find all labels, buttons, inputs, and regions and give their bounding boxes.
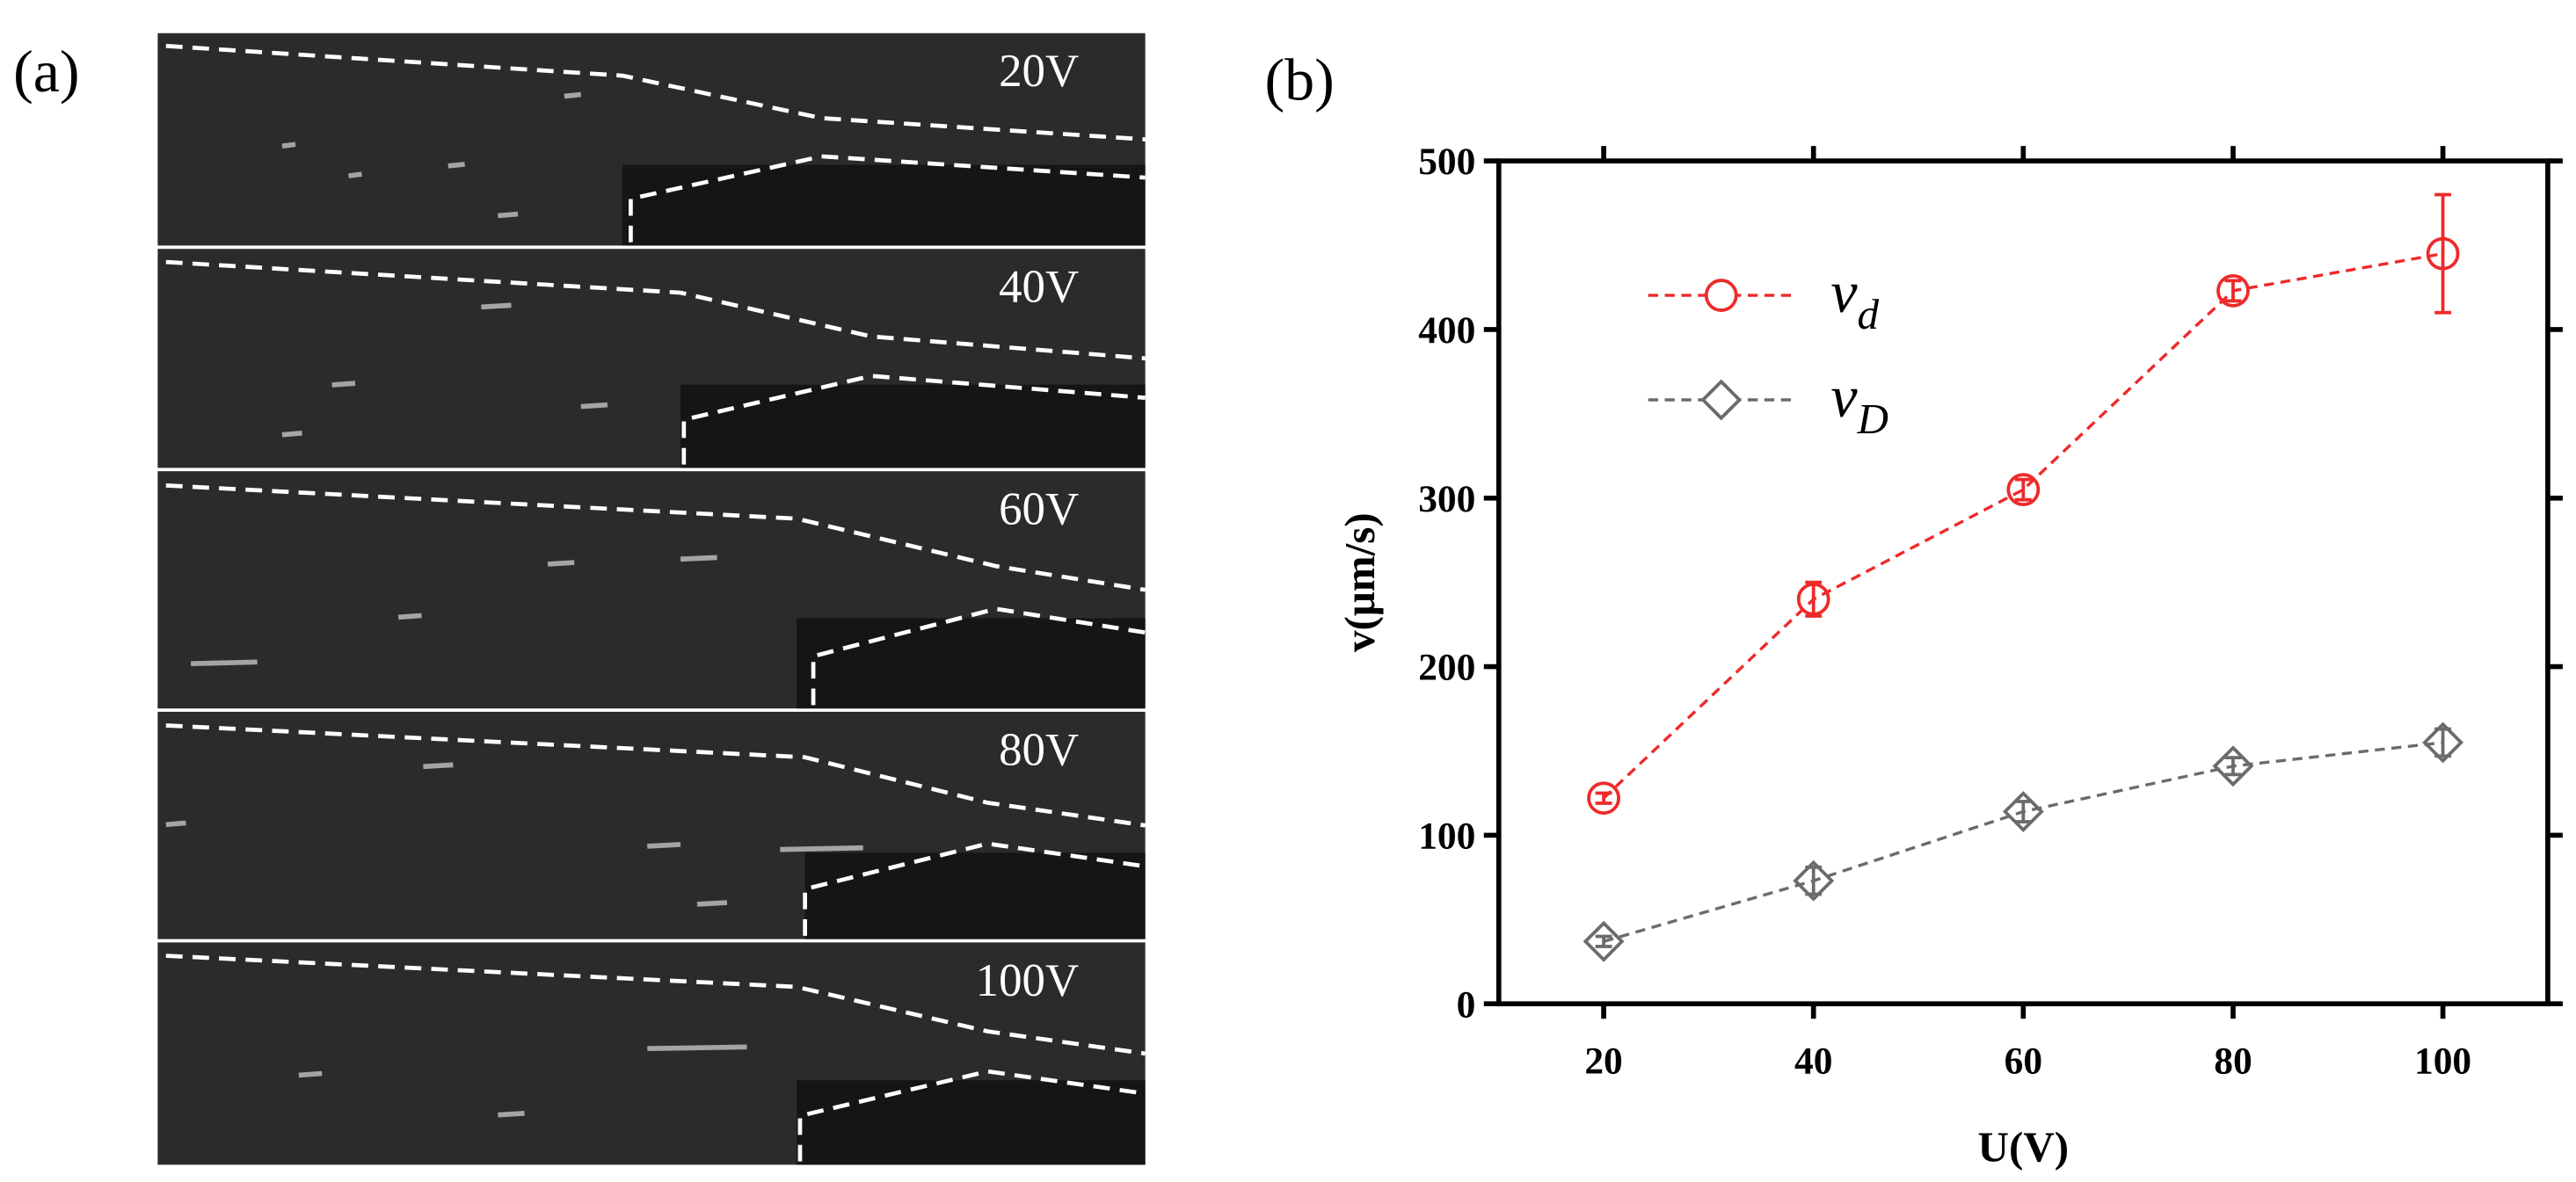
image-label: 100V xyxy=(976,955,1079,1006)
x-tick-label: 40 xyxy=(1794,1041,1832,1083)
channel-wall xyxy=(811,606,1146,706)
x-axis-label: U(V) xyxy=(1978,1123,2070,1171)
image-label: 80V xyxy=(999,724,1079,775)
marker xyxy=(2006,473,2041,507)
channel-wall xyxy=(629,154,1146,243)
particle-streak xyxy=(281,430,302,438)
legend-name: v xyxy=(1830,258,1858,325)
particle-streak xyxy=(481,302,512,310)
channel-wall xyxy=(165,483,1146,592)
channel-wall xyxy=(165,259,1146,361)
error-bar xyxy=(1805,865,1823,896)
error-bar xyxy=(2014,477,2032,502)
particle-streak xyxy=(498,1111,525,1118)
y-tick-label: 100 xyxy=(1418,816,1475,858)
error-bar xyxy=(1595,791,1612,805)
error-bar xyxy=(2014,800,2032,823)
particle-streak xyxy=(680,555,717,562)
channel-shade xyxy=(797,618,1146,709)
y-tick-label: 500 xyxy=(1418,141,1475,183)
channel-shade xyxy=(804,852,1146,939)
channel-shade xyxy=(797,1080,1146,1165)
plot-frame xyxy=(1495,158,2551,1007)
channel-shade xyxy=(680,384,1146,468)
x-tick-label: 60 xyxy=(2005,1041,2042,1083)
legend-label: vD xyxy=(1830,363,1888,443)
y-tick-label: 400 xyxy=(1418,309,1475,352)
x-tick-label: 20 xyxy=(1584,1041,1622,1083)
x-tick-label: 100 xyxy=(2414,1041,2471,1083)
particle-streak xyxy=(647,1044,747,1052)
micrographs: 20V 40V 60V 80V 100V xyxy=(157,33,1146,1165)
x-tick-label: 80 xyxy=(2214,1041,2252,1083)
particle-streak xyxy=(165,820,186,828)
particle-streak xyxy=(564,91,582,99)
particle-streak xyxy=(498,211,519,219)
marker xyxy=(2216,273,2250,308)
legend-name: v xyxy=(1830,363,1858,430)
plot: 0 100 200 300 400 500 20 40 60 80 100 U(V) v(μm/s) vd… xyxy=(1335,141,2563,1171)
particle-streak xyxy=(647,842,681,849)
particle-streak xyxy=(547,560,575,567)
image-label: 40V xyxy=(999,262,1079,313)
image-label: 60V xyxy=(999,484,1079,535)
error-bar xyxy=(2434,192,2452,315)
marker xyxy=(2426,236,2460,271)
series-line xyxy=(1603,741,2443,943)
particle-streak xyxy=(348,171,362,178)
channel-wall xyxy=(165,954,1146,1056)
particle-streak xyxy=(281,141,296,149)
particle-streak xyxy=(448,162,465,169)
marker xyxy=(2422,722,2464,764)
image-label: 20V xyxy=(999,46,1079,97)
error-bar xyxy=(1805,580,1823,618)
legend-marker xyxy=(1704,279,1738,312)
error-bar xyxy=(2224,756,2242,777)
marker xyxy=(1583,920,1625,962)
y-tick-label: 200 xyxy=(1418,647,1475,689)
particle-streak xyxy=(423,762,454,770)
error-bar xyxy=(2224,279,2242,303)
channel-wall xyxy=(803,841,1146,936)
particle-streak xyxy=(397,613,422,620)
error-bar xyxy=(2434,727,2452,758)
channel-shade xyxy=(622,164,1146,246)
marker xyxy=(1793,859,1835,902)
y-tick-label: 300 xyxy=(1418,478,1475,520)
marker xyxy=(1796,582,1830,616)
y-axis-label: v(μm/s) xyxy=(1335,512,1384,652)
legend-label: vd xyxy=(1830,258,1879,338)
particle-streak xyxy=(298,1070,323,1078)
panel-label: (a) xyxy=(13,38,79,105)
series-line xyxy=(1602,251,2443,800)
panel-label: (b) xyxy=(1265,46,1335,112)
particle-streak xyxy=(696,900,728,907)
particle-streak xyxy=(580,402,608,410)
particle-streak xyxy=(191,659,258,667)
particle-streak xyxy=(331,381,356,388)
legend-subscript: d xyxy=(1858,290,1880,338)
channel-wall xyxy=(165,43,1146,141)
legend-subscript: D xyxy=(1857,395,1888,443)
marker xyxy=(2212,745,2254,787)
channel-wall xyxy=(797,1069,1146,1162)
marker xyxy=(2002,791,2044,832)
channel-wall xyxy=(681,373,1146,465)
y-tick-label: 0 xyxy=(1457,983,1476,1026)
particle-streak xyxy=(780,845,863,852)
channel-wall xyxy=(165,723,1146,828)
legend-marker xyxy=(1700,379,1743,421)
marker xyxy=(1587,781,1620,816)
error-bar xyxy=(1595,934,1612,948)
